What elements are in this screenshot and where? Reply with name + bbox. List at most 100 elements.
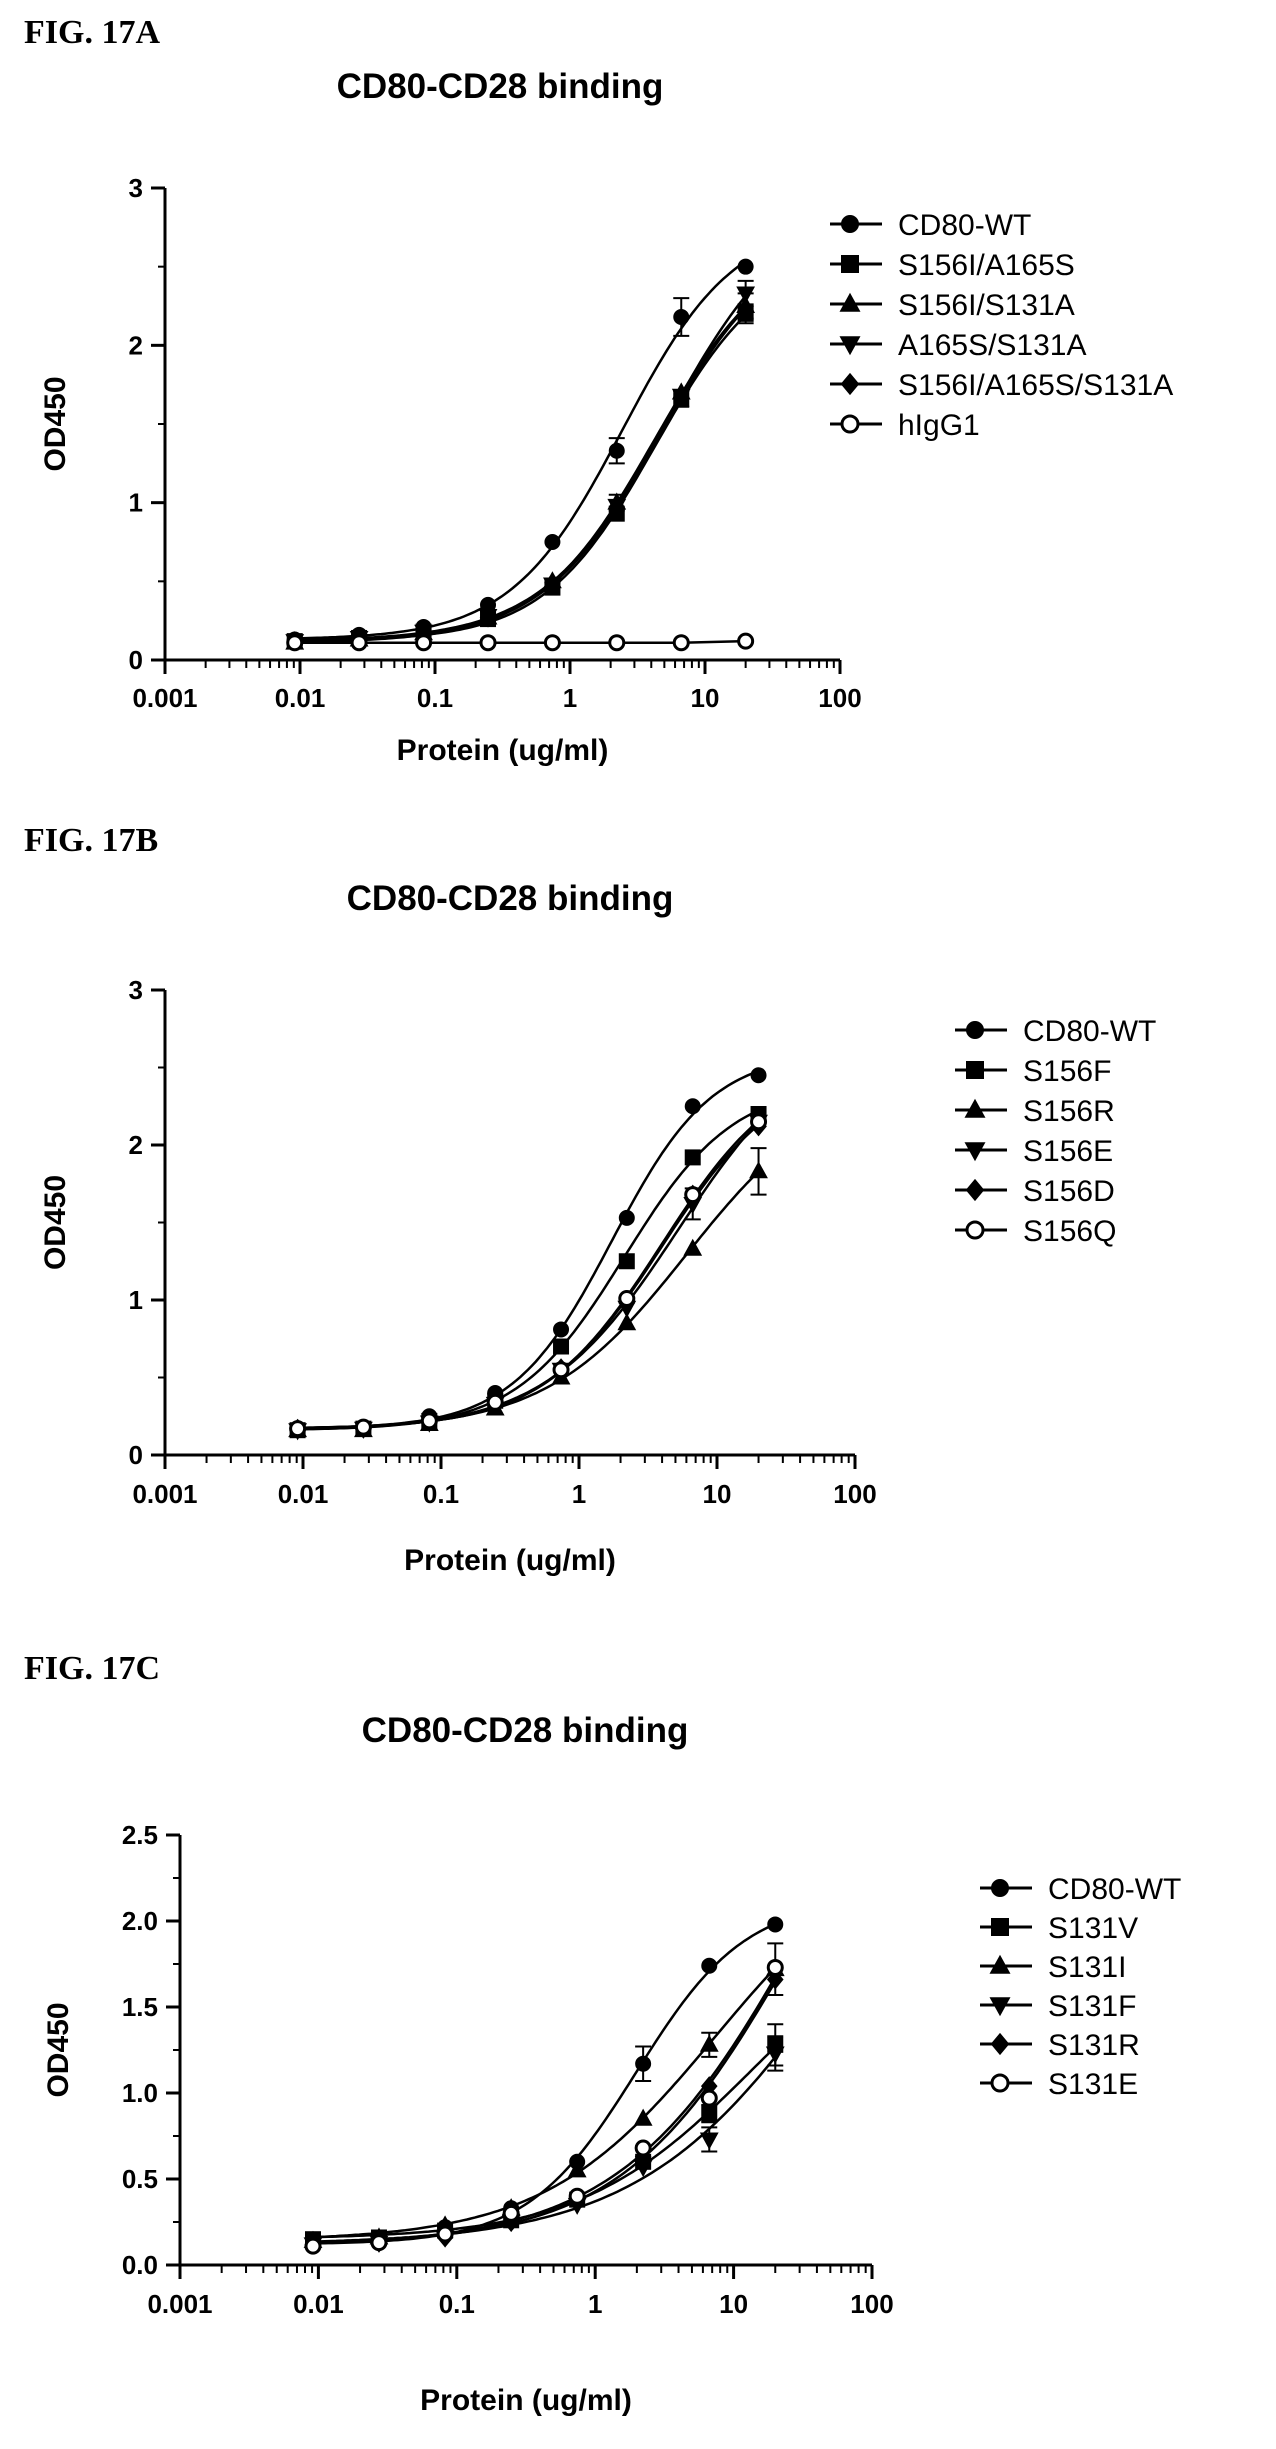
legend-marker: [991, 1879, 1009, 1897]
data-point: [350, 634, 368, 652]
y-tick-label: 3: [129, 173, 143, 203]
data-point: [767, 1916, 784, 1933]
y-tick-label: 0: [129, 1440, 143, 1470]
legend-label: S156I/A165S/S131A: [898, 369, 1173, 402]
data-point: [286, 634, 304, 652]
data-point: [608, 442, 625, 459]
y-tick-label: 0.5: [122, 2164, 158, 2194]
data-point: [700, 2089, 718, 2107]
data-point: [635, 2055, 652, 2072]
data-point: [699, 2132, 719, 2150]
legend-label: hIgG1: [898, 409, 980, 442]
x-tick-label: 1: [588, 2289, 602, 2319]
fit-curve: [297, 1120, 760, 1430]
data-point: [479, 634, 497, 652]
chart-panel-a: CD80-CD28 binding 0.001 0.01 0.1 1 10 100 0 1 2 3 P…: [39, 67, 1173, 767]
x-tick-label: 0.01: [293, 2289, 344, 2319]
data-point: [684, 1149, 701, 1166]
y-tick-label: 2.5: [122, 1820, 158, 1850]
fit-curve: [294, 305, 747, 644]
data-point: [568, 2187, 586, 2205]
data-point: [544, 572, 561, 593]
y-tick-label: 3: [129, 975, 143, 1005]
y-axis-label: OD450: [39, 376, 72, 471]
data-point: [765, 2046, 785, 2064]
fit-curve: [294, 314, 747, 642]
legend-label: CD80-WT: [1023, 1015, 1156, 1048]
data-point: [415, 634, 433, 652]
data-point: [699, 2034, 719, 2052]
y-tick-label: 2: [129, 1130, 143, 1160]
x-tick-label: 0.01: [278, 1479, 329, 1509]
legend-marker: [965, 1220, 985, 1240]
x-tick-label: 0.001: [132, 1479, 197, 1509]
chart-panel-b: CD80-CD28 binding 0.001 0.01 0.1 1 10 100 0 1 2 3 P…: [39, 879, 1156, 1577]
data-point: [617, 1313, 637, 1331]
y-tick-label: 0.0: [122, 2250, 158, 2280]
data-point: [479, 607, 497, 628]
legend-marker: [839, 292, 861, 312]
x-tick-label: 0.001: [147, 2289, 212, 2319]
data-point: [736, 286, 756, 304]
y-tick-label: 1: [129, 1285, 143, 1315]
fit-curve: [297, 1170, 760, 1431]
legend-label: S156F: [1023, 1055, 1111, 1088]
data-point: [567, 2160, 587, 2178]
x-tick-label: 10: [691, 683, 720, 713]
chart-title: CD80-CD28 binding: [337, 67, 664, 106]
data-point: [608, 634, 626, 652]
chart-panel-c: CD80-CD28 binding 0.001 0.01 0.1 1 10 100 0.0 0.…: [42, 1711, 1181, 2417]
series-cd80-wt: [286, 258, 754, 648]
legend-marker: [989, 1997, 1011, 2017]
fig-label-c: FIG. 17C: [24, 1650, 160, 1687]
x-tick-label: 1: [572, 1479, 586, 1509]
y-axis-label: OD450: [42, 2002, 75, 2097]
data-point: [737, 300, 754, 321]
series-s156q: [289, 1113, 768, 1438]
x-tick-label: 0.001: [132, 683, 197, 713]
legend-marker: [991, 1918, 1009, 1936]
fit-curve: [294, 260, 747, 640]
data-point: [618, 1289, 636, 1307]
fig-label-b: FIG. 17B: [24, 822, 159, 859]
x-axis-label: Protein (ug/ml): [397, 734, 609, 767]
data-point: [552, 1361, 570, 1379]
x-tick-label: 10: [703, 1479, 732, 1509]
x-tick-label: 0.1: [423, 1479, 459, 1509]
series-s131f: [303, 2035, 785, 2255]
legend-label: S156E: [1023, 1135, 1113, 1168]
chart-title: CD80-CD28 binding: [362, 1711, 689, 1750]
data-point: [737, 632, 755, 650]
x-tick-label: 100: [833, 1479, 876, 1509]
legend-marker: [990, 2032, 1010, 2056]
fit-curve: [312, 1967, 777, 2239]
data-point: [553, 1338, 570, 1355]
data-point: [750, 1113, 768, 1131]
x-axis-label: Protein (ug/ml): [404, 1544, 616, 1577]
series-higg1: [286, 632, 755, 652]
y-tick-label: 1.5: [122, 1992, 158, 2022]
y-tick-label: 1.0: [122, 2078, 158, 2108]
series-s156i-a165s: [286, 303, 754, 650]
fit-curve: [294, 307, 747, 642]
legend-marker: [841, 255, 859, 273]
data-point: [750, 1067, 767, 1084]
series-s131e: [304, 1958, 784, 2255]
series-s156f: [289, 1106, 767, 1439]
data-point: [543, 634, 561, 652]
legend-label: S131V: [1048, 1912, 1138, 1945]
data-point: [370, 2234, 388, 2252]
fit-curve: [294, 295, 747, 642]
legend-marker: [966, 1061, 984, 1079]
x-tick-label: 1: [563, 683, 577, 713]
data-point: [701, 1957, 718, 1974]
data-point: [436, 2225, 454, 2243]
fit-curve: [294, 639, 746, 644]
legend-label: S131F: [1048, 1990, 1136, 2023]
data-point: [502, 2204, 520, 2222]
series-s156i-s131a: [285, 292, 756, 650]
data-point: [684, 1098, 701, 1115]
y-tick-label: 0: [129, 645, 143, 675]
data-point: [737, 258, 754, 275]
data-point: [749, 1161, 768, 1179]
